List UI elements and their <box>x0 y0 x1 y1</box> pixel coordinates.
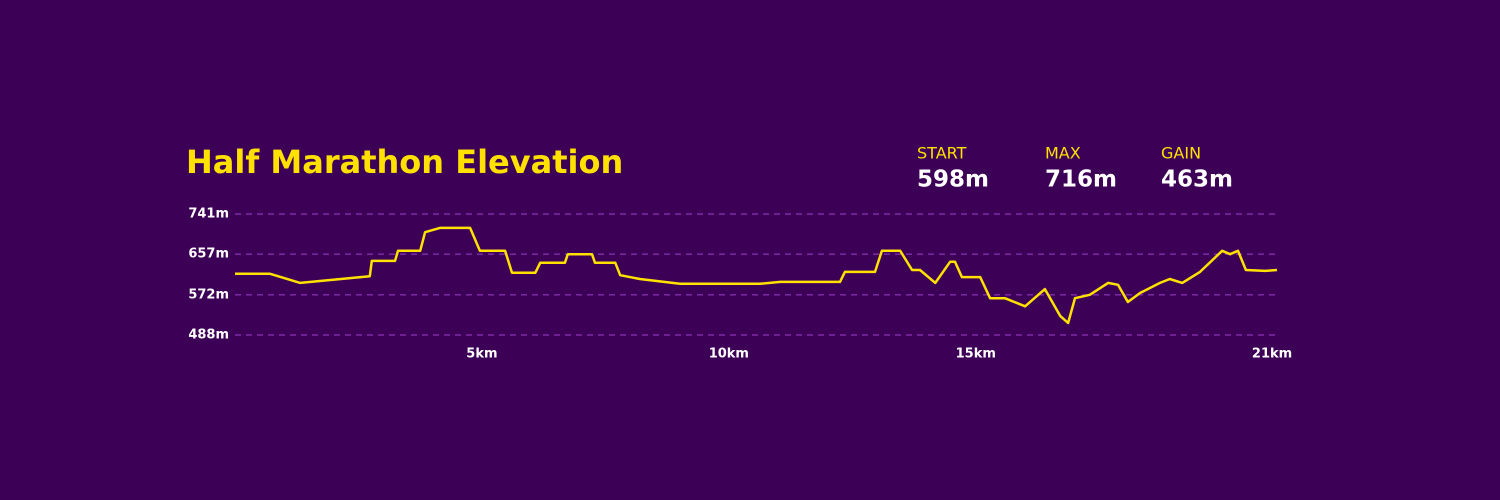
y-tick-label: 741m <box>188 207 229 222</box>
stat-value: 463m <box>1161 167 1233 193</box>
x-tick-label: 10km <box>709 347 749 362</box>
x-tick-label: 21km <box>1252 347 1292 362</box>
chart-title: Half Marathon Elevation <box>186 143 623 181</box>
y-tick-label: 657m <box>188 247 229 262</box>
stat-label: MAX <box>1045 144 1081 163</box>
y-tick-label: 572m <box>188 287 229 302</box>
stat-label: GAIN <box>1161 144 1201 163</box>
stat-label: START <box>917 144 967 163</box>
y-tick-label: 488m <box>188 328 229 343</box>
x-tick-label: 15km <box>956 347 996 362</box>
stat-value: 598m <box>917 167 989 193</box>
elevation-line <box>235 226 1278 325</box>
x-tick-label: 5km <box>466 347 497 362</box>
stat-value: 716m <box>1045 167 1117 193</box>
